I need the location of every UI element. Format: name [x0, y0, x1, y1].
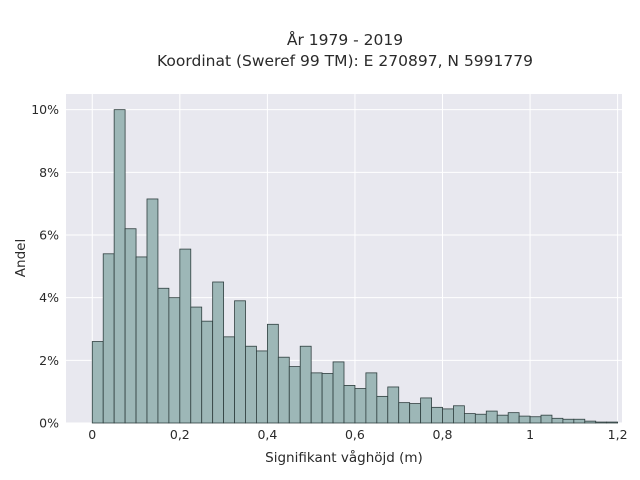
- histogram-bar: [485, 410, 498, 424]
- histogram-bar: [420, 397, 432, 424]
- histogram-bar: [365, 372, 378, 424]
- histogram-bar: [584, 420, 597, 424]
- histogram-bar: [310, 372, 323, 424]
- y-axis-ticks: 0% 2% 4% 6% 8% 10%: [31, 102, 59, 430]
- y-tick-label: 4%: [39, 290, 59, 305]
- histogram-bar: [540, 414, 553, 424]
- histogram-bar: [442, 408, 454, 424]
- histogram-bar: [91, 341, 104, 424]
- histogram-bar: [343, 384, 356, 424]
- x-tick-label: 0,6: [345, 427, 365, 442]
- histogram-bar: [354, 388, 367, 424]
- histogram-bar: [288, 366, 301, 424]
- histogram-bar: [190, 306, 203, 424]
- chart-title-line2: Koordinat (Sweref 99 TM): E 270897, N 59…: [157, 52, 533, 70]
- histogram-bar: [453, 405, 465, 424]
- histogram-bar: [496, 414, 509, 424]
- histogram-bar: [551, 417, 564, 424]
- histogram-bar: [277, 356, 290, 424]
- histogram-bar: [168, 297, 181, 424]
- x-axis-ticks: 0 0,2 0,4 0,6 0,8 1 1,2: [88, 427, 627, 442]
- histogram-bar: [595, 421, 608, 424]
- histogram-bar: [135, 256, 148, 424]
- x-tick-label: 0,2: [170, 427, 190, 442]
- y-axis-label: Andel: [13, 239, 29, 277]
- histogram-bar: [387, 386, 400, 424]
- histogram-bar: [376, 395, 389, 424]
- x-tick-label: 1: [526, 427, 534, 442]
- histogram-bar: [518, 415, 531, 424]
- y-tick-label: 0%: [39, 416, 59, 431]
- histogram-bar: [256, 350, 268, 424]
- histogram-bar: [234, 300, 246, 424]
- x-tick-label: 0,8: [433, 427, 453, 442]
- histogram-bar: [321, 373, 334, 424]
- histogram-bar: [223, 336, 235, 424]
- y-tick-label: 6%: [39, 228, 59, 243]
- histogram-bar: [573, 418, 586, 424]
- x-tick-label: 0: [88, 427, 96, 442]
- histogram-bar: [102, 253, 115, 424]
- y-tick-label: 10%: [31, 102, 59, 117]
- x-tick-label: 0,4: [257, 427, 277, 442]
- histogram-bar: [332, 361, 345, 424]
- histogram-bar: [409, 403, 422, 424]
- histogram-bar: [431, 406, 443, 424]
- histogram-bar: [474, 413, 487, 424]
- histogram-bar: [463, 413, 476, 424]
- x-axis-label: Signifikant våghöjd (m): [265, 449, 423, 466]
- histogram-bar: [113, 109, 126, 424]
- histogram-bar: [266, 323, 279, 424]
- y-tick-label: 2%: [39, 353, 59, 368]
- histogram-bar: [529, 416, 542, 424]
- x-tick-label: 1,2: [608, 427, 628, 442]
- histogram-bar: [157, 287, 170, 424]
- histogram-bar: [245, 345, 257, 424]
- histogram-bar: [179, 248, 192, 424]
- histogram-bar: [398, 402, 411, 424]
- chart-title-line1: År 1979 - 2019: [287, 30, 403, 49]
- y-tick-label: 8%: [39, 165, 59, 180]
- histogram-bar: [562, 418, 575, 424]
- histogram-bar: [606, 421, 619, 424]
- histogram-bar: [124, 228, 137, 424]
- histogram-bar: [507, 412, 520, 424]
- histogram-bar: [299, 345, 312, 424]
- histogram-bar: [146, 198, 159, 424]
- histogram-bar: [212, 281, 225, 424]
- histogram-bars: [91, 109, 619, 424]
- histogram-bar: [201, 320, 214, 424]
